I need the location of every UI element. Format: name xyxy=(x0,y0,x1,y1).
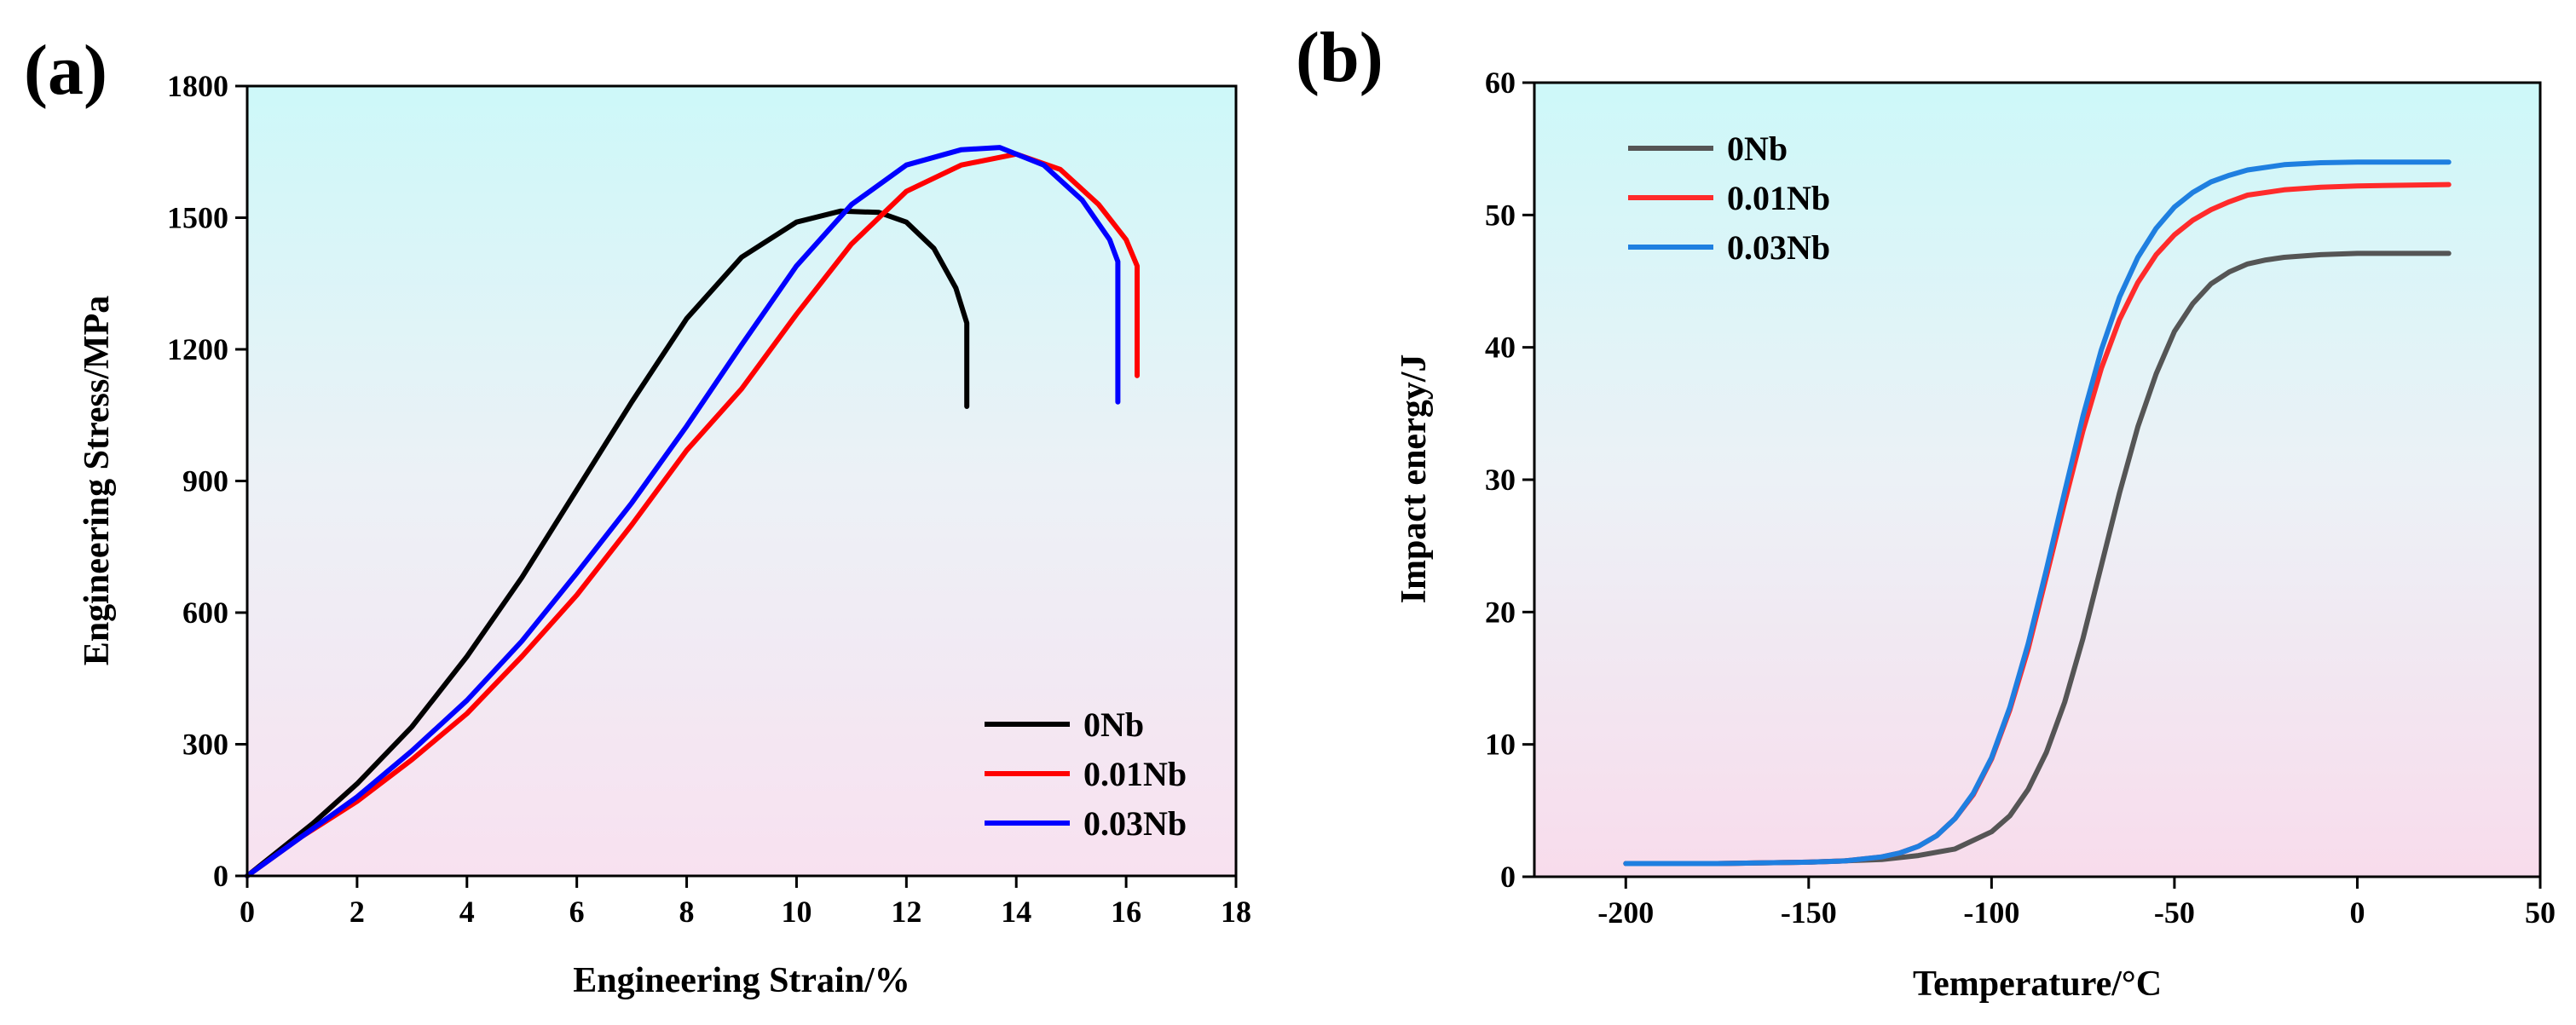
x-tick-label: -150 xyxy=(1781,895,1837,930)
series-line-003Nb xyxy=(245,145,1121,878)
x-tick-label: 6 xyxy=(569,895,585,929)
y-tick-label: 20 xyxy=(1485,595,1516,629)
legend-b: 0Nb 0.01Nb 0.03Nb xyxy=(1628,130,1830,267)
chart-b: (b) -200 -150 -100 -50 0 50 0 10 20 30 40 50 60 Tem… xyxy=(1296,18,2556,1004)
x-axis-title-b: Temperature/°C xyxy=(1913,965,2162,1004)
y-tick-label: 50 xyxy=(1485,198,1516,232)
series-line-0Nb xyxy=(245,208,970,878)
y-tick-label: 60 xyxy=(1485,66,1516,100)
series-line-001Nb xyxy=(245,151,1140,878)
panel-label-b: (b) xyxy=(1296,18,1383,97)
y-tick-label: 0 xyxy=(213,859,228,893)
x-tick-label: 4 xyxy=(459,895,475,929)
x-tick-label: 2 xyxy=(349,895,365,929)
x-axis-title-a: Engineering Strain/% xyxy=(573,961,910,1000)
x-tick-label: 12 xyxy=(891,895,921,929)
legend-label-003Nb: 0.03Nb xyxy=(1727,228,1830,267)
y-axis-title-b: Impact energy/J xyxy=(1395,354,1434,604)
x-tick-label: 50 xyxy=(2525,895,2556,930)
y-axis-title-a: Engineering Stress/MPa xyxy=(78,296,117,665)
legend-a: 0Nb 0.01Nb 0.03Nb xyxy=(985,705,1187,843)
y-tick-label: 900 xyxy=(182,464,228,498)
x-tick-label: 18 xyxy=(1221,895,1251,929)
y-tick-label: 40 xyxy=(1485,331,1516,365)
plot-area-a xyxy=(247,86,1236,876)
x-tick-label: -50 xyxy=(2154,895,2195,930)
y-tick-label: 1500 xyxy=(167,201,228,235)
chart-a: (a) 0 2 4 6 8 10 12 14 16 18 0 300 600 900 1200 1500 18… xyxy=(24,31,1251,1000)
y-tick-label: 1200 xyxy=(167,332,228,366)
legend-label-001Nb: 0.01Nb xyxy=(1083,755,1187,793)
x-tick-label: 16 xyxy=(1111,895,1141,929)
legend-label-0Nb: 0Nb xyxy=(1083,705,1144,744)
y-tick-label: 30 xyxy=(1485,463,1516,497)
x-tick-label: -100 xyxy=(1963,895,2019,930)
x-tick-label: 0 xyxy=(240,895,255,929)
panel-label-a: (a) xyxy=(24,31,107,110)
x-tick-label: 10 xyxy=(781,895,811,929)
x-tick-label: 0 xyxy=(2349,895,2365,930)
legend-label-001Nb: 0.01Nb xyxy=(1727,179,1830,217)
y-tick-label: 0 xyxy=(1500,860,1516,894)
plot-area-b xyxy=(1534,83,2540,877)
y-tick-label: 300 xyxy=(182,728,228,762)
series-line-0Nb xyxy=(1623,250,2452,867)
legend-label-003Nb: 0.03Nb xyxy=(1083,804,1187,843)
y-tick-label: 600 xyxy=(182,596,228,630)
x-tick-label: -200 xyxy=(1597,895,1654,930)
legend-label-0Nb: 0Nb xyxy=(1727,130,1788,168)
y-tick-label: 10 xyxy=(1485,728,1516,762)
x-tick-label: 14 xyxy=(1001,895,1031,929)
x-tick-label: 8 xyxy=(679,895,695,929)
series-line-003Nb xyxy=(1623,159,2452,867)
y-tick-label: 1800 xyxy=(167,69,228,103)
